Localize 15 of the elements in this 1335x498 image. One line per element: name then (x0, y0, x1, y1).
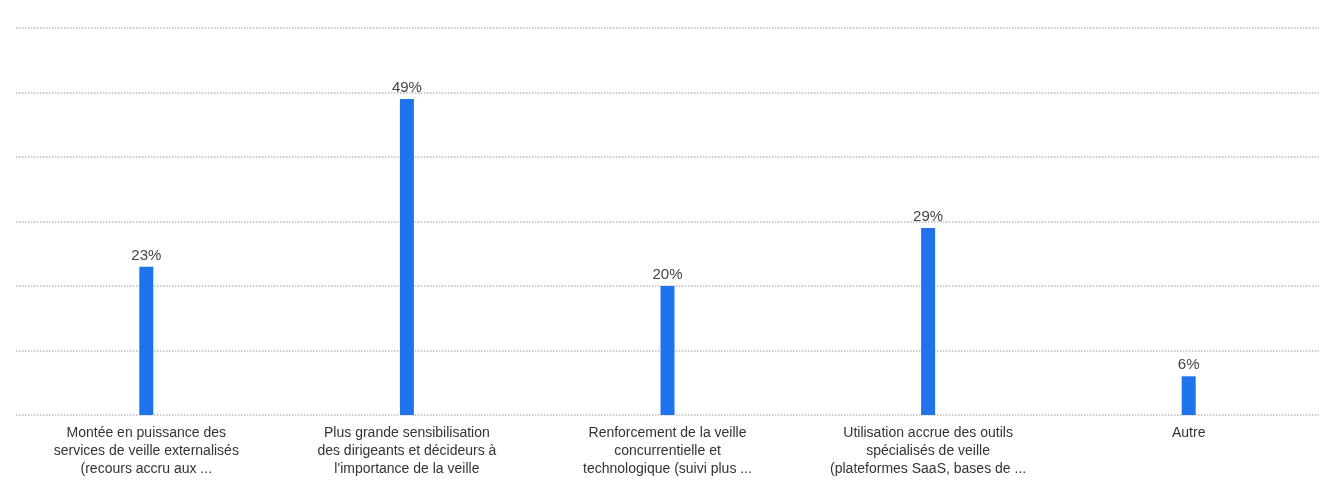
x-tick-label: Utilisation accrue des outils spécialisés de veille (plateformes SaaS, bases de ... (830, 424, 1027, 476)
x-tick-label: Plus grande sensibilisation des dirigeants et décideurs à l'importance de la veille (317, 424, 497, 476)
data-label: 23% (131, 245, 162, 263)
x-tick-label: Renforcement de la veille concurrentielle et technologique (suivi plus ... (583, 424, 752, 476)
data-label: 29% (913, 206, 944, 224)
bar (921, 227, 936, 415)
x-tick-label: Autre (1171, 424, 1206, 440)
data-label: 20% (652, 265, 683, 282)
bar (1181, 376, 1196, 415)
bar (660, 286, 675, 415)
x-tick-label: Montée en puissance des services de veille externalisés (recours accru aux ... (53, 424, 239, 476)
bar (139, 266, 154, 415)
bar (399, 98, 414, 415)
data-label: 6% (1177, 355, 1200, 373)
data-label: 49% (391, 77, 422, 95)
